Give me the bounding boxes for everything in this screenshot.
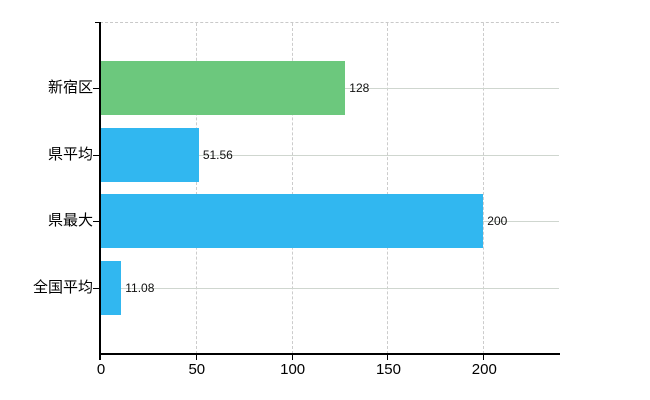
bar-value-label: 11.08 [125, 280, 155, 295]
x-axis-tick-label: 150 [375, 361, 401, 378]
x-axis-tick-label: 0 [96, 361, 106, 378]
data-bar [101, 194, 484, 249]
horizontal-gridline [101, 287, 559, 289]
x-axis-tick-label: 200 [471, 361, 497, 378]
x-axis-tick [195, 355, 197, 360]
category-label: 県平均 [47, 145, 93, 163]
vertical-gridline [387, 23, 389, 354]
bar-value-label: 51.56 [202, 147, 233, 162]
x-axis-tick-label: 50 [188, 361, 206, 378]
vertical-gridline [291, 23, 293, 354]
category-label: 新宿区 [47, 79, 93, 97]
bar-value-label: 128 [349, 81, 370, 96]
y-axis-tick [93, 88, 100, 90]
x-axis-tick [291, 355, 293, 360]
y-axis-tick [93, 154, 100, 156]
bar-value-label: 200 [487, 214, 508, 229]
y-axis-line [99, 22, 101, 360]
x-axis-tick-label: 100 [280, 361, 306, 378]
category-label: 全国平均 [32, 278, 93, 296]
category-label: 県最大 [47, 212, 93, 230]
vertical-gridline [195, 23, 197, 354]
data-bar [101, 61, 346, 116]
x-axis-tick [483, 355, 485, 360]
data-bar [101, 127, 199, 182]
x-axis-line [99, 353, 560, 355]
x-axis-tick [387, 355, 389, 360]
horizontal-gridline [101, 154, 559, 156]
y-axis-tick [93, 287, 100, 289]
y-axis-top-tick [95, 22, 99, 23]
plot-top-border [100, 22, 559, 23]
y-axis-tick [93, 221, 100, 223]
data-bar [101, 260, 122, 315]
vertical-gridline [483, 23, 485, 354]
